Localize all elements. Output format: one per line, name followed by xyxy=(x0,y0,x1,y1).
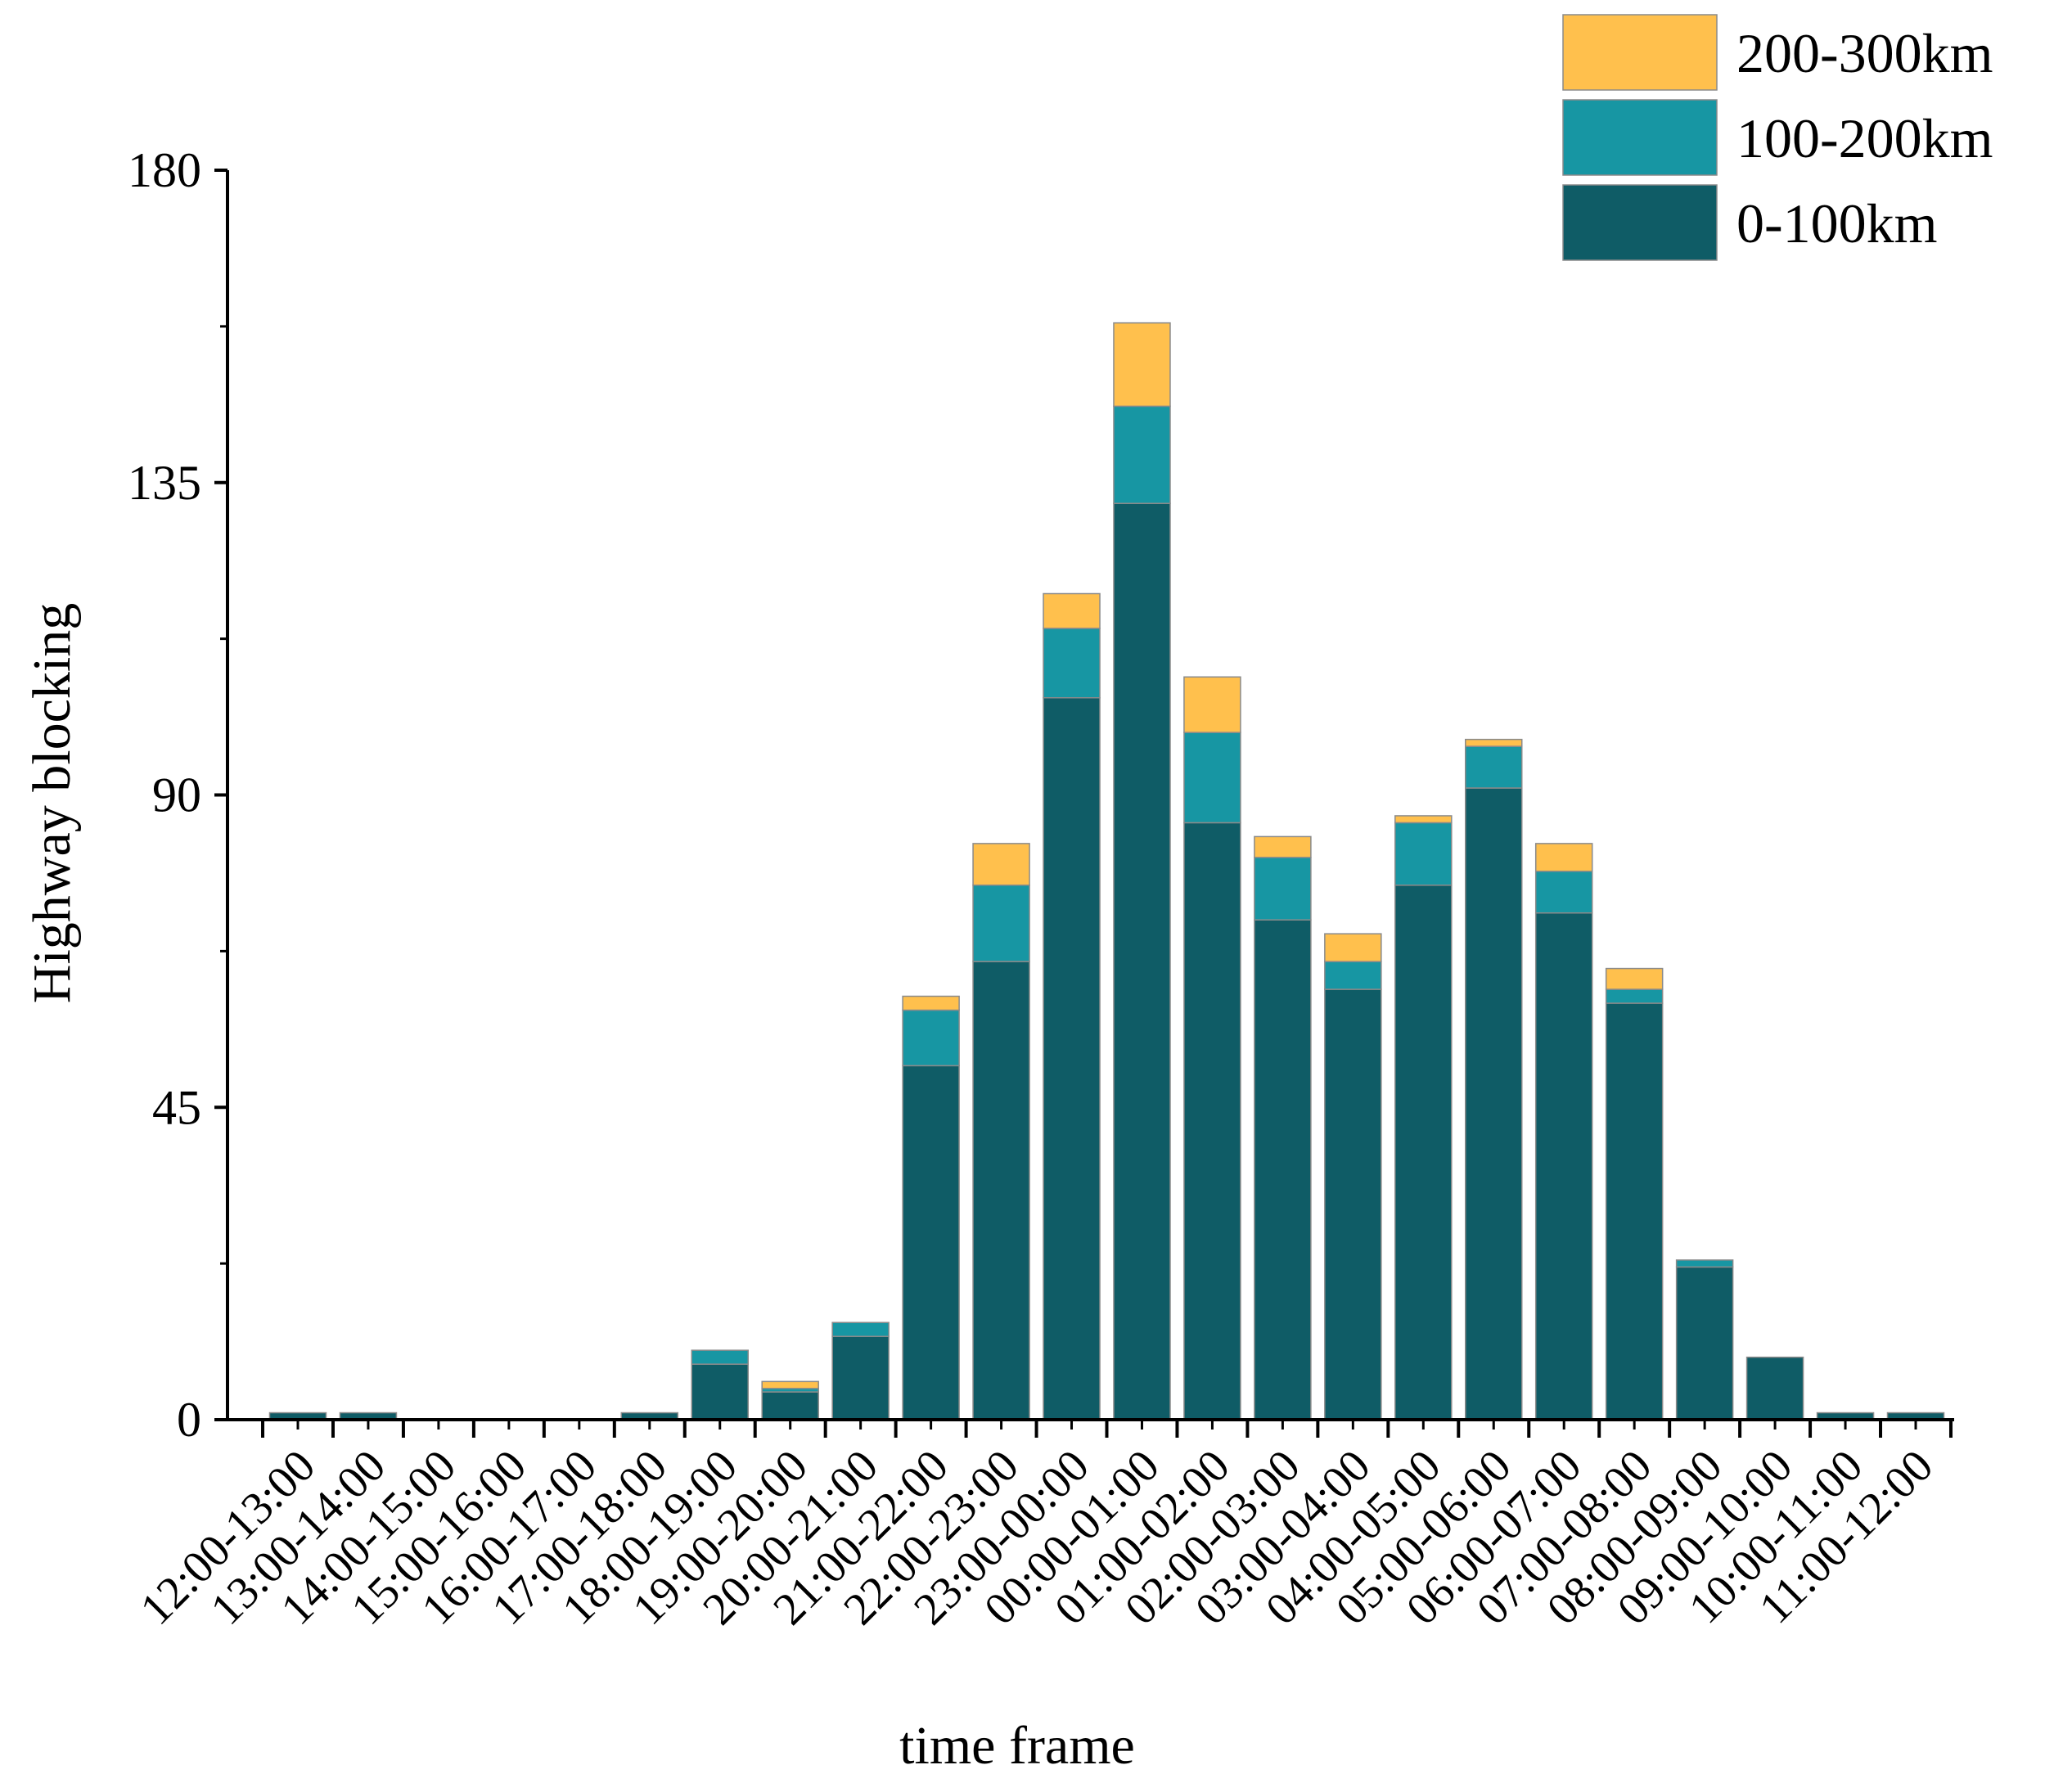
bar-200-300km-00:00-01:00 xyxy=(1113,322,1171,407)
bar-100-200km-07:00-08:00 xyxy=(1605,988,1664,1004)
y-axis-label: Highway blocking xyxy=(22,603,82,1003)
bar-0-100km-19:00-20:00 xyxy=(761,1391,819,1421)
bar-0-100km-03:00-04:00 xyxy=(1324,988,1382,1421)
bar-100-200km-01:00-02:00 xyxy=(1183,732,1241,824)
legend: 200-300km 100-200km 0-100km xyxy=(1562,14,1993,261)
bar-200-300km-04:00-05:00 xyxy=(1394,815,1453,824)
bar-100-200km-22:00-23:00 xyxy=(972,885,1030,962)
bar-200-300km-19:00-20:00 xyxy=(761,1380,819,1389)
bar-100-200km-08:00-09:00 xyxy=(1675,1259,1734,1268)
bar-200-300km-01:00-02:00 xyxy=(1183,676,1241,733)
bar-100-200km-02:00-03:00 xyxy=(1254,857,1312,921)
bar-100-200km-06:00-07:00 xyxy=(1534,871,1593,914)
y-tick-label: 180 xyxy=(128,143,201,197)
bar-100-200km-04:00-05:00 xyxy=(1394,822,1453,886)
bar-200-300km-06:00-07:00 xyxy=(1534,843,1593,872)
legend-label: 200-300km xyxy=(1736,22,1993,84)
bar-0-100km-07:00-08:00 xyxy=(1605,1002,1664,1421)
bar-100-200km-00:00-01:00 xyxy=(1113,405,1171,504)
bar-0-100km-01:00-02:00 xyxy=(1183,822,1241,1421)
legend-swatch-0-100km xyxy=(1562,184,1718,261)
legend-label: 0-100km xyxy=(1736,192,1938,254)
bar-0-100km-06:00-07:00 xyxy=(1534,912,1593,1421)
y-ticks: 0 45 90 135 180 xyxy=(128,143,227,1447)
bar-0-100km-23:00-00:00 xyxy=(1043,696,1101,1421)
bar-200-300km-03:00-04:00 xyxy=(1324,933,1382,962)
bar-0-100km-21:00-22:00 xyxy=(902,1065,960,1421)
y-tick-label: 0 xyxy=(177,1393,201,1447)
bar-0-100km-00:00-01:00 xyxy=(1113,502,1171,1421)
bar-0-100km-05:00-06:00 xyxy=(1465,787,1523,1421)
bar-0-100km-18:00-19:00 xyxy=(691,1363,749,1421)
bar-200-300km-05:00-06:00 xyxy=(1465,738,1523,747)
bar-100-200km-21:00-22:00 xyxy=(902,1009,960,1067)
y-tick-label: 135 xyxy=(128,456,201,510)
bar-200-300km-23:00-00:00 xyxy=(1043,592,1101,629)
bar-100-200km-05:00-06:00 xyxy=(1465,745,1523,789)
bar-200-300km-22:00-23:00 xyxy=(972,843,1030,886)
bar-0-100km-08:00-09:00 xyxy=(1675,1266,1734,1421)
legend-swatch-200-300km xyxy=(1562,14,1718,91)
bar-200-300km-07:00-08:00 xyxy=(1605,967,1664,990)
bar-0-100km-22:00-23:00 xyxy=(972,961,1030,1421)
bar-100-200km-03:00-04:00 xyxy=(1324,961,1382,990)
bar-0-100km-04:00-05:00 xyxy=(1394,885,1453,1421)
bar-100-200km-18:00-19:00 xyxy=(691,1349,749,1365)
legend-label: 100-200km xyxy=(1736,107,1993,169)
bar-0-100km-20:00-21:00 xyxy=(831,1335,890,1421)
bars-layer xyxy=(268,322,1945,1421)
y-tick-label: 45 xyxy=(152,1080,201,1134)
bar-200-300km-21:00-22:00 xyxy=(902,995,960,1011)
bar-0-100km-02:00-03:00 xyxy=(1254,919,1312,1421)
x-axis-label: time frame xyxy=(899,1716,1135,1776)
y-tick-label: 90 xyxy=(152,768,201,822)
x-ticks: 12:00-13:0013:00-14:0014:00-15:0015:00-1… xyxy=(131,1420,1953,1635)
legend-swatch-100-200km xyxy=(1562,99,1718,176)
bar-0-100km-09:00-10:00 xyxy=(1745,1356,1804,1421)
bar-100-200km-23:00-00:00 xyxy=(1043,628,1101,699)
bar-100-200km-20:00-21:00 xyxy=(831,1321,890,1337)
bar-200-300km-02:00-03:00 xyxy=(1254,835,1312,858)
